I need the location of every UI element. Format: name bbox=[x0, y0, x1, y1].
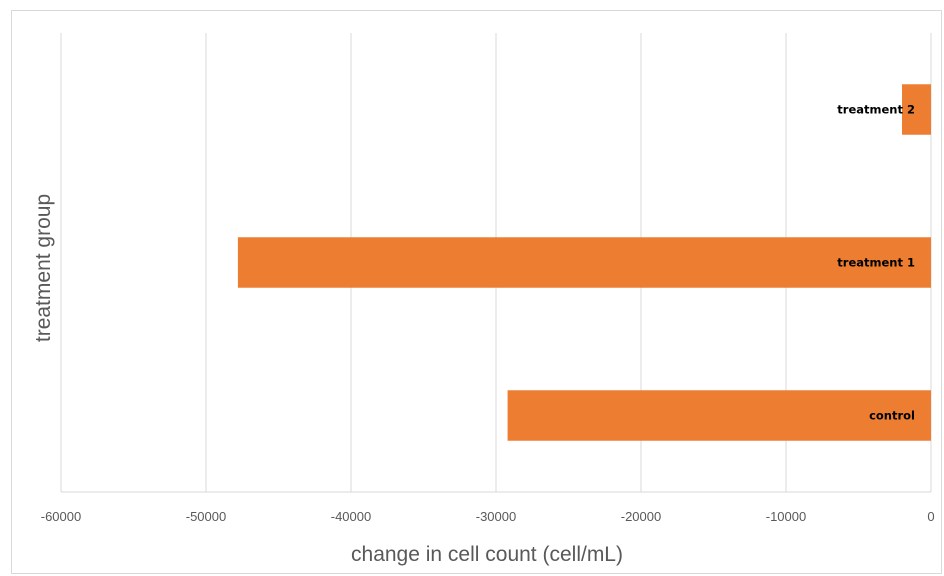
bars bbox=[237, 84, 931, 441]
x-tick-label: -30000 bbox=[476, 509, 516, 524]
x-tick-label: 0 bbox=[927, 509, 934, 524]
bar-treatment-2 bbox=[902, 84, 931, 135]
y-axis-title: treatment group bbox=[32, 194, 55, 342]
x-tick-label: -50000 bbox=[186, 509, 226, 524]
x-axis-title: change in cell count (cell/mL) bbox=[351, 543, 623, 566]
x-tick-label: -10000 bbox=[766, 509, 806, 524]
bar-control bbox=[507, 390, 931, 441]
x-tick-label: -60000 bbox=[41, 509, 81, 524]
data-label-treatment-2: treatment 2 bbox=[837, 103, 915, 117]
x-tick-label: -40000 bbox=[331, 509, 371, 524]
data-label-treatment-1: treatment 1 bbox=[837, 256, 915, 270]
bar-treatment-1 bbox=[237, 237, 931, 288]
data-label-control: control bbox=[869, 409, 915, 423]
bar-labels: treatment 2 treatment 1 control bbox=[837, 103, 915, 423]
x-tick-label: -20000 bbox=[621, 509, 661, 524]
x-axis-ticks: -60000 -50000 -40000 -30000 -20000 -10000 0 bbox=[41, 509, 935, 524]
chart-frame bbox=[11, 10, 942, 574]
